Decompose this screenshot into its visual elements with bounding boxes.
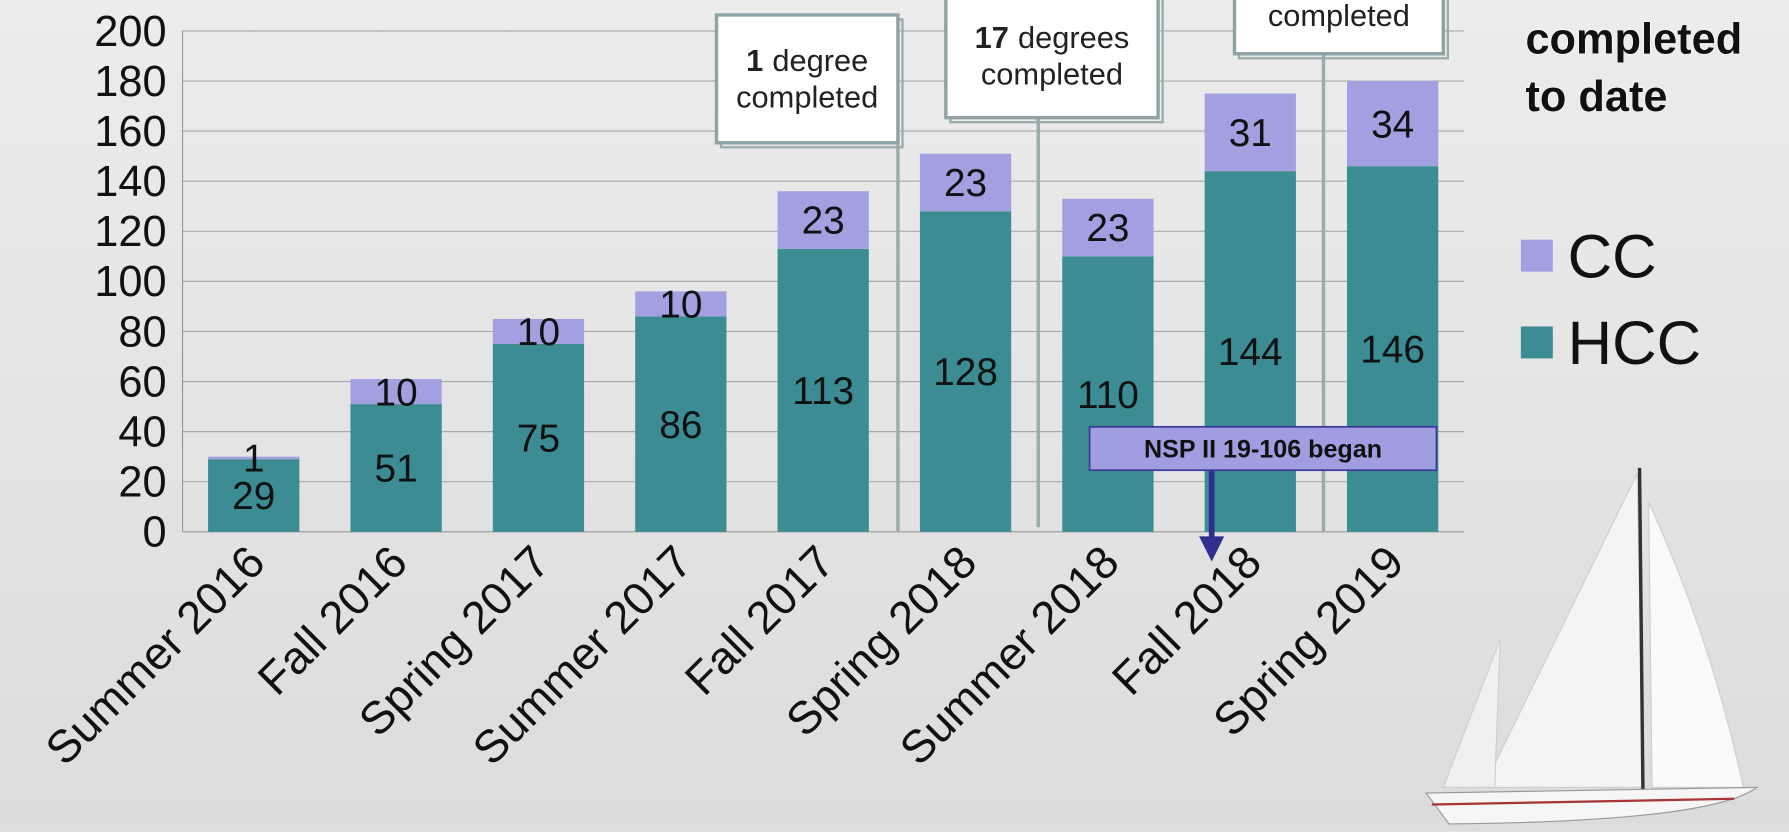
y-tick-label: 0 bbox=[142, 509, 166, 557]
y-tick-label: 120 bbox=[94, 208, 166, 256]
chart: 020406080100120140160180200 291Summer 20… bbox=[0, 0, 1789, 832]
annotation-text: completed bbox=[981, 57, 1123, 92]
legend-swatch bbox=[1521, 240, 1553, 272]
value-label: 128 bbox=[933, 351, 998, 394]
value-label: 113 bbox=[792, 370, 854, 413]
annotation-text: 17 degrees bbox=[975, 20, 1130, 55]
y-tick-label: 20 bbox=[118, 459, 166, 507]
callout-text: NSP II 19-106 began bbox=[1144, 436, 1382, 464]
value-label: 23 bbox=[802, 200, 845, 243]
annotation-line: degrees bbox=[1018, 20, 1129, 55]
annotation-number: 17 bbox=[975, 20, 1009, 55]
y-tick-label: 200 bbox=[94, 8, 166, 56]
value-label: 10 bbox=[517, 311, 560, 354]
legend-swatch bbox=[1521, 326, 1553, 358]
y-tick-label: 100 bbox=[94, 258, 166, 306]
value-label: 29 bbox=[232, 475, 275, 518]
y-tick-label: 40 bbox=[118, 408, 166, 456]
legend-title: completed bbox=[1525, 16, 1742, 64]
annotation-line: completed bbox=[1268, 0, 1410, 33]
value-label: 146 bbox=[1360, 329, 1425, 372]
y-tick-label: 60 bbox=[118, 358, 166, 406]
value-label: 144 bbox=[1218, 331, 1283, 374]
value-label: 34 bbox=[1371, 103, 1414, 146]
value-label: 10 bbox=[659, 284, 702, 327]
value-label: 23 bbox=[944, 162, 987, 205]
annotation-line: completed bbox=[736, 79, 878, 114]
annotation-line: degree bbox=[772, 43, 868, 78]
value-label: 110 bbox=[1077, 374, 1139, 417]
value-label: 31 bbox=[1229, 112, 1272, 155]
annotation-text: completed bbox=[736, 79, 878, 114]
value-label: 10 bbox=[375, 371, 418, 414]
value-label: 1 bbox=[243, 438, 265, 481]
value-label: 23 bbox=[1086, 207, 1129, 250]
annotation-number: 1 bbox=[746, 43, 763, 78]
y-tick-label: 140 bbox=[94, 158, 166, 206]
y-tick-label: 160 bbox=[94, 108, 166, 156]
page: {"chart_data": {"type": "stacked_bar", "… bbox=[0, 0, 1789, 832]
annotation-text: completed bbox=[1268, 0, 1410, 33]
legend-label: HCC bbox=[1568, 309, 1701, 378]
value-label: 75 bbox=[517, 418, 560, 461]
legend-title: to date bbox=[1525, 73, 1667, 121]
annotation-line: completed bbox=[981, 57, 1123, 92]
legend-label: CC bbox=[1568, 222, 1657, 291]
value-label: 51 bbox=[375, 448, 418, 491]
value-label: 86 bbox=[659, 404, 702, 447]
y-tick-label: 80 bbox=[118, 308, 166, 356]
y-tick-label: 180 bbox=[94, 58, 166, 106]
